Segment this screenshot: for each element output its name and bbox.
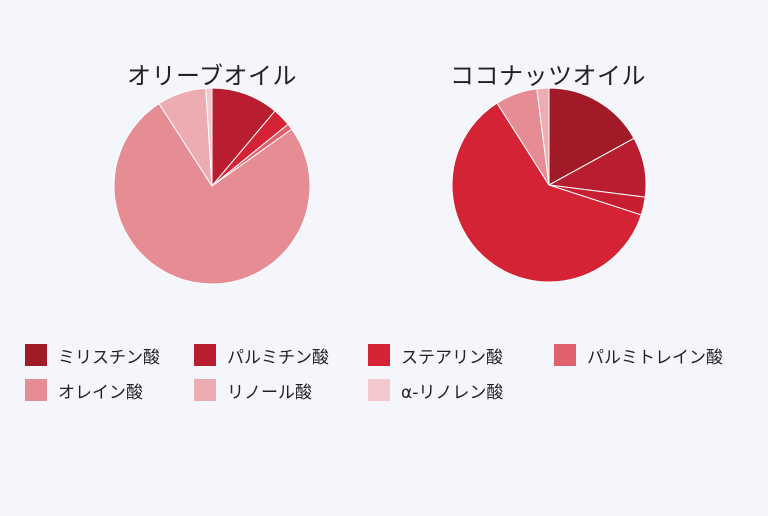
legend-label: α-リノレン酸	[401, 382, 504, 403]
legend-item-oleic-acid: オレイン酸	[25, 378, 143, 403]
legend-label: ミリスチン酸	[58, 347, 160, 368]
pie-chart-olive-oil	[113, 87, 311, 285]
legend-label: オレイン酸	[58, 382, 143, 403]
legend-swatch	[368, 344, 390, 366]
pie-slice-5	[451, 102, 642, 283]
legend-item-myristic-acid: ミリスチン酸	[25, 343, 160, 368]
chart-title-olive-oil: オリーブオイル	[126, 62, 298, 90]
legend-swatch	[25, 344, 47, 366]
legend-swatch	[368, 379, 390, 401]
pie-slice-7	[536, 87, 550, 186]
legend-label: パルミトレイン酸	[587, 347, 723, 368]
legend-swatch	[194, 379, 216, 401]
legend-item-stearic-acid: ステアリン酸	[368, 343, 503, 368]
pie-chart-coconut-oil	[451, 87, 647, 283]
legend-label: パルミチン酸	[227, 347, 329, 368]
pie-slice-1	[548, 87, 635, 186]
pie-slice-5	[113, 103, 311, 285]
legend-label: ステアリン酸	[401, 347, 503, 368]
legend-swatch	[554, 344, 576, 366]
legend-item-alpha-linolenic-acid: α-リノレン酸	[368, 378, 504, 403]
chart-title-coconut-oil: ココナッツオイル	[450, 62, 646, 90]
legend-label: リノール酸	[227, 382, 312, 403]
pie-slice-7	[205, 87, 213, 187]
legend-swatch	[25, 379, 47, 401]
pie-slice-2	[211, 87, 276, 187]
legend-item-linoleic-acid: リノール酸	[194, 378, 312, 403]
legend-swatch	[194, 344, 216, 366]
legend-item-palmitic-acid: パルミチン酸	[194, 343, 329, 368]
legend-item-palmitoleic-acid: パルミトレイン酸	[554, 343, 723, 368]
